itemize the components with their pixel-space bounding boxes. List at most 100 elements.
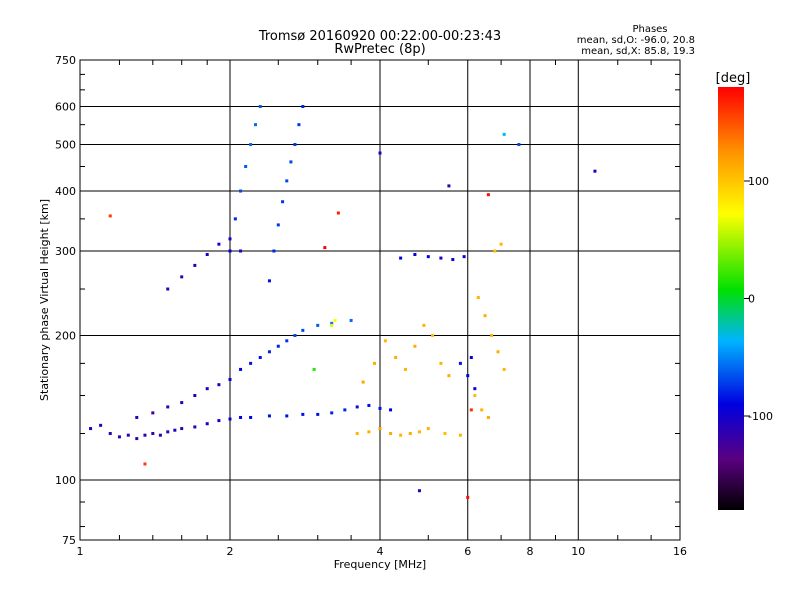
data-point xyxy=(166,405,170,409)
data-point xyxy=(108,214,112,218)
data-point xyxy=(330,321,334,325)
data-point xyxy=(293,334,297,338)
data-point xyxy=(258,105,262,109)
data-point xyxy=(447,184,451,188)
stats-line-x: mean, sd,X: 85.8, 19.3 xyxy=(581,46,695,57)
y-tick-label: 300 xyxy=(55,245,76,258)
x-tick-label: 1 xyxy=(77,545,84,558)
data-point xyxy=(469,355,473,359)
data-point xyxy=(499,242,503,246)
data-point xyxy=(228,237,232,241)
data-point xyxy=(205,422,209,426)
data-point xyxy=(228,377,232,381)
data-point xyxy=(458,361,462,365)
data-point xyxy=(367,403,371,407)
data-point xyxy=(517,143,521,147)
data-point xyxy=(312,367,316,371)
data-point xyxy=(394,355,398,359)
data-point xyxy=(233,217,237,221)
data-point xyxy=(143,462,147,466)
data-point xyxy=(343,408,347,412)
data-point xyxy=(193,394,197,398)
data-point xyxy=(244,164,248,168)
y-tick-label: 400 xyxy=(55,185,76,198)
data-point xyxy=(383,339,387,343)
data-point xyxy=(249,415,253,419)
data-point xyxy=(336,211,340,215)
data-point xyxy=(166,287,170,291)
data-point xyxy=(483,314,487,318)
data-point xyxy=(496,350,500,354)
data-point xyxy=(173,428,177,432)
data-point xyxy=(462,255,466,259)
data-point xyxy=(378,151,382,155)
data-point xyxy=(135,415,139,419)
data-point xyxy=(426,255,430,259)
data-point xyxy=(490,334,494,338)
data-point xyxy=(367,430,371,434)
data-point xyxy=(316,323,320,327)
data-point xyxy=(217,383,221,387)
data-point xyxy=(217,242,221,246)
data-point xyxy=(466,495,470,499)
data-point xyxy=(166,430,170,434)
data-point xyxy=(417,489,421,493)
data-points xyxy=(89,105,597,499)
data-point xyxy=(297,123,301,127)
data-point xyxy=(126,433,130,437)
data-point xyxy=(239,189,243,193)
data-point xyxy=(378,406,382,410)
data-point xyxy=(135,437,139,441)
data-point xyxy=(180,275,184,279)
data-point xyxy=(361,380,365,384)
data-point xyxy=(193,425,197,429)
data-point xyxy=(193,263,197,267)
x-tick-label: 2 xyxy=(227,545,234,558)
data-point xyxy=(439,256,443,260)
grid xyxy=(80,60,680,540)
data-point xyxy=(480,408,484,412)
data-point xyxy=(293,143,297,147)
data-point xyxy=(89,427,93,431)
data-point xyxy=(389,432,393,436)
data-point xyxy=(333,318,337,322)
data-point xyxy=(228,417,232,421)
data-point xyxy=(323,246,327,250)
x-tick-label: 10 xyxy=(571,545,585,558)
data-point xyxy=(143,433,147,437)
data-point xyxy=(413,253,417,257)
y-axis-label: Stationary phase Virtual Height [km] xyxy=(38,199,51,401)
data-point xyxy=(258,355,262,359)
data-point xyxy=(593,169,597,173)
data-point xyxy=(399,433,403,437)
data-point xyxy=(267,414,271,418)
data-point xyxy=(486,415,490,419)
data-point xyxy=(473,387,477,391)
data-point xyxy=(301,412,305,416)
data-point xyxy=(426,427,430,431)
chart-subtitle: RwPretec (8p) xyxy=(334,42,425,57)
data-point xyxy=(301,105,305,109)
colorbar-ticks: 100 0 -100 xyxy=(744,175,773,423)
data-point xyxy=(276,223,280,227)
data-point xyxy=(330,411,334,415)
data-point xyxy=(408,432,412,436)
data-point xyxy=(301,328,305,332)
data-point xyxy=(476,296,480,300)
chart-title: Tromsø 20160920 00:22:00-00:23:43 xyxy=(258,29,501,44)
colorbar-tick-label: -100 xyxy=(748,410,773,423)
data-point xyxy=(117,435,121,439)
data-point xyxy=(417,430,421,434)
colorbar-label: [deg] xyxy=(716,71,751,86)
stats-line-o: mean, sd,O: -96.0, 20.8 xyxy=(577,35,695,46)
data-point xyxy=(502,132,506,136)
colorbar-tick-label: 0 xyxy=(748,293,755,306)
data-point xyxy=(180,427,184,431)
data-point xyxy=(253,123,257,127)
data-point xyxy=(373,361,377,365)
data-point xyxy=(355,405,359,409)
data-point xyxy=(267,279,271,283)
data-point xyxy=(276,344,280,348)
data-point xyxy=(239,249,243,253)
